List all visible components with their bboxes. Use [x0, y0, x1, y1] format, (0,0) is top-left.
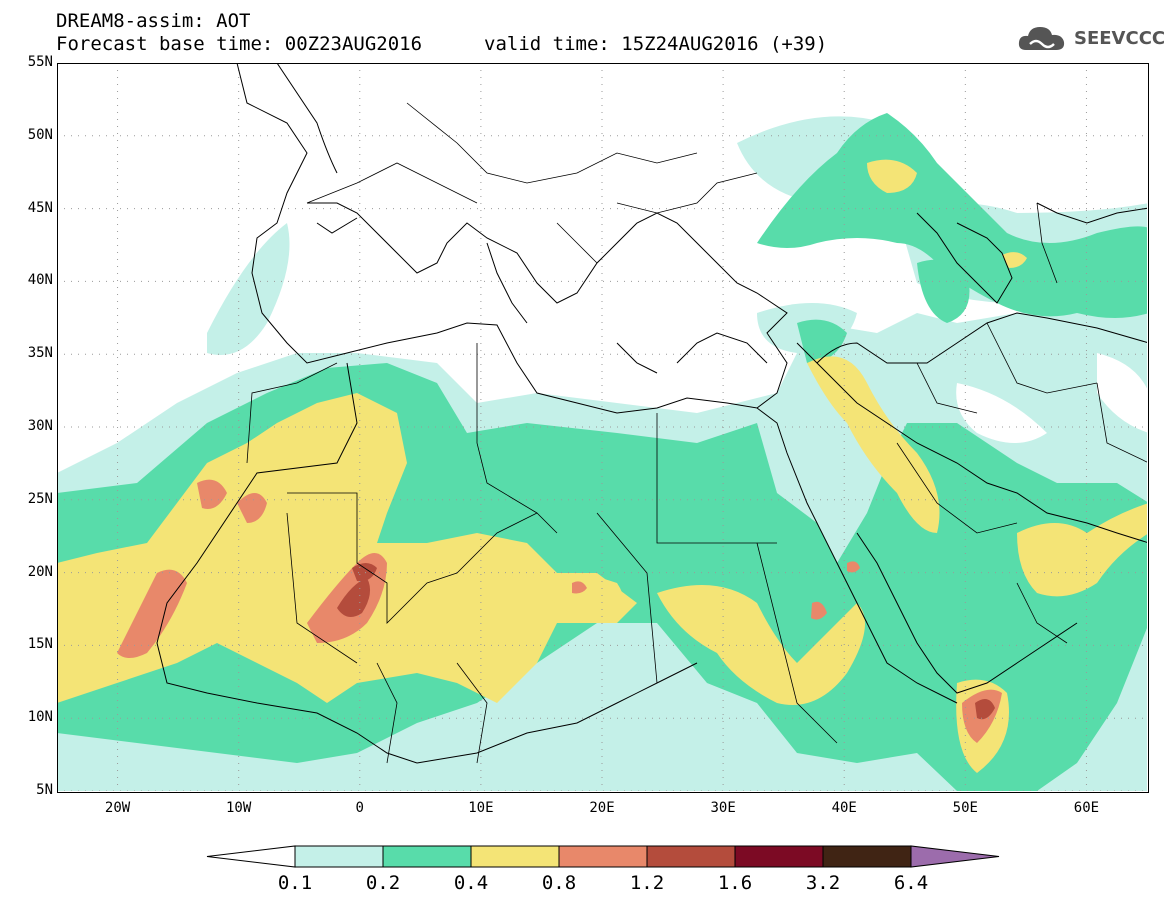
lat-label: 55N: [27, 54, 53, 70]
colorbar-min-arrow: [206, 845, 296, 868]
colorbar-swatch: [470, 845, 560, 868]
country-borders: [246, 102, 1147, 764]
lat-label: 15N: [27, 636, 53, 653]
lon-label: 40E: [831, 800, 857, 816]
lon-label: 60E: [1073, 800, 1100, 816]
colorbar-label: 6.4: [893, 872, 929, 894]
lat-label: 30N: [27, 418, 53, 434]
colorbar-swatch: [558, 845, 648, 868]
lat-label: 25N: [27, 490, 53, 507]
colorbar-swatch: [822, 845, 912, 868]
lon-label: 30E: [710, 800, 736, 816]
aot-layer-1.2: [337, 563, 995, 720]
lat-label: 5N: [36, 782, 53, 798]
lon-label: 20W: [104, 800, 131, 816]
colorbar-swatch: [294, 845, 384, 868]
time-info: Forecast base time: 00Z23AUG2016 valid t…: [56, 33, 827, 99]
colorbar-label: 0.2: [365, 872, 401, 894]
seevccc-logo: SEEVCCC: [1016, 22, 1165, 58]
graticule: [57, 63, 1147, 791]
cloud-icon: [1018, 27, 1065, 50]
colorbar-swatch: [646, 845, 736, 868]
colorbar-label: 1.2: [629, 872, 665, 894]
colorbar-label: 0.1: [277, 872, 313, 894]
lon-label: 10W: [226, 800, 252, 816]
colorbar-label: 3.2: [805, 872, 841, 894]
logo-text: SEEVCCC: [1074, 28, 1165, 49]
colorbar-label: 0.4: [453, 872, 489, 894]
lat-label: 45N: [27, 199, 53, 216]
colorbar-swatch: [382, 845, 472, 868]
colorbar-max-arrow: [910, 845, 1000, 868]
valid-time: valid time: 15Z24AUG2016 (+39): [484, 33, 828, 55]
lat-label: 40N: [27, 272, 53, 289]
lon-label: 10E: [468, 800, 494, 816]
forecast-base-time: Forecast base time: 00Z23AUG2016: [56, 33, 423, 55]
colorbar-label: 1.6: [717, 872, 753, 894]
lon-label: 0: [355, 800, 364, 816]
colorbar-label: 0.8: [541, 872, 577, 894]
map-canvas: [57, 63, 1147, 791]
colorbar-swatch: [734, 845, 824, 868]
aot-map: [57, 63, 1149, 793]
colorbar: [206, 845, 1000, 868]
map-title: DREAM8-assim: AOT: [56, 10, 251, 32]
lon-label: 50E: [952, 800, 978, 816]
lat-label: 50N: [27, 126, 53, 143]
lat-label: 20N: [27, 563, 53, 580]
lon-label: 20E: [589, 800, 615, 816]
lat-label: 10N: [27, 709, 53, 726]
lat-label: 35N: [27, 345, 53, 362]
